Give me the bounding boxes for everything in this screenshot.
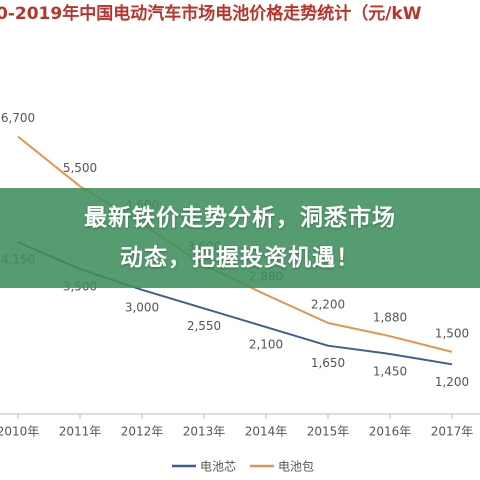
x-tick-label: 2013年 (183, 425, 226, 439)
legend-label: 电池芯 (200, 460, 236, 474)
value-label: 2,550 (187, 319, 221, 333)
value-label: 1,200 (435, 375, 469, 389)
value-label: 2,100 (249, 338, 283, 352)
x-tick-label: 2016年 (369, 425, 412, 439)
x-tick-label: 2012年 (121, 425, 164, 439)
value-label: 5,500 (63, 161, 97, 175)
value-label: 1,880 (373, 311, 407, 325)
x-tick-label: 2010年 (0, 425, 39, 439)
legend-label: 电池包 (278, 460, 314, 474)
value-label: 2,200 (311, 297, 345, 311)
x-tick-label: 2015年 (307, 425, 350, 439)
x-tick-label: 2014年 (245, 425, 288, 439)
x-tick-label: 2017年 (431, 425, 474, 439)
banner: 最新铁价走势分析，洞悉市场 动态，把握投资机遇！ (0, 188, 480, 288)
value-label: 1,500 (435, 326, 469, 340)
banner-line: 动态，把握投资机遇！ (120, 245, 360, 271)
value-label: 6,700 (1, 111, 35, 125)
x-tick-label: 2011年 (59, 425, 102, 439)
banner-line: 最新铁价走势分析，洞悉市场 (84, 205, 396, 231)
chart-title: 0-2019年中国电动汽车市场电池价格走势统计（元/kW (0, 3, 422, 24)
value-label: 3,000 (125, 300, 159, 314)
value-label: 1,650 (311, 356, 345, 370)
value-label: 1,450 (373, 364, 407, 378)
